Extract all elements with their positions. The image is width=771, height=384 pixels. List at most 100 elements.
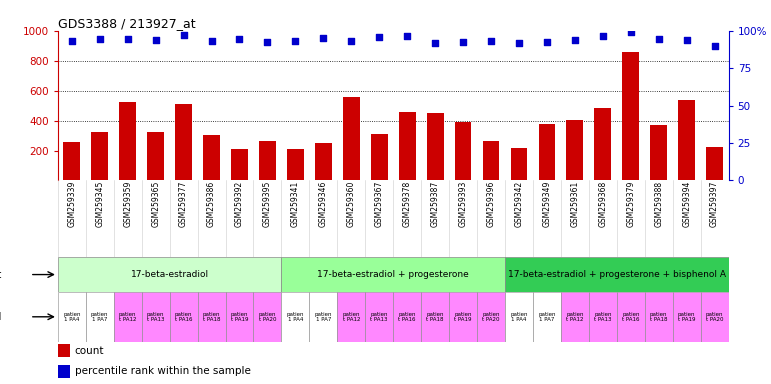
Bar [449, 292, 477, 342]
Point [625, 29, 637, 35]
Text: GSM259392: GSM259392 [235, 180, 244, 227]
Point [317, 35, 329, 41]
Text: GSM259349: GSM259349 [543, 180, 551, 227]
Bar [617, 292, 645, 342]
Text: GSM259360: GSM259360 [347, 180, 355, 227]
Text: GSM259367: GSM259367 [375, 180, 384, 227]
Bar [371, 134, 388, 180]
Text: GSM259397: GSM259397 [710, 180, 719, 227]
Bar [58, 292, 86, 342]
Point [429, 40, 441, 46]
Text: patien
1 PA7: patien 1 PA7 [538, 311, 556, 322]
Text: GSM259346: GSM259346 [319, 180, 328, 227]
Text: GSM259386: GSM259386 [207, 180, 216, 227]
Text: percentile rank within the sample: percentile rank within the sample [75, 366, 251, 376]
Point [457, 39, 470, 45]
Text: patien
t PA12: patien t PA12 [119, 311, 136, 322]
Bar [197, 292, 225, 342]
Point [540, 39, 553, 45]
Bar [365, 292, 393, 342]
Bar [589, 292, 617, 342]
Bar [170, 292, 197, 342]
Bar [477, 292, 505, 342]
Text: GSM259339: GSM259339 [67, 180, 76, 227]
Bar [567, 119, 583, 180]
Bar [426, 113, 443, 180]
Bar [58, 365, 70, 378]
Text: GDS3388 / 213927_at: GDS3388 / 213927_at [58, 17, 196, 30]
Bar [254, 292, 281, 342]
Point [177, 32, 190, 38]
Text: agent: agent [0, 270, 2, 280]
Text: GSM259365: GSM259365 [151, 180, 160, 227]
Bar [645, 292, 672, 342]
Bar [505, 257, 729, 292]
Bar [63, 142, 80, 180]
Bar [203, 135, 220, 180]
Bar [315, 142, 332, 180]
Text: patien
t PA20: patien t PA20 [706, 311, 723, 322]
Text: GSM259379: GSM259379 [626, 180, 635, 227]
Bar [510, 147, 527, 180]
Bar [505, 292, 533, 342]
Bar [393, 292, 421, 342]
Text: GSM259341: GSM259341 [291, 180, 300, 227]
Bar [421, 292, 449, 342]
Bar [483, 141, 500, 180]
Point [709, 43, 721, 49]
Text: GSM259361: GSM259361 [571, 180, 579, 227]
Text: GSM259377: GSM259377 [179, 180, 188, 227]
Point [234, 36, 246, 43]
Bar [259, 141, 276, 180]
Bar [287, 149, 304, 180]
Point [150, 36, 162, 43]
Text: GSM259342: GSM259342 [514, 180, 524, 227]
Bar [91, 132, 108, 180]
Point [597, 33, 609, 39]
Bar [114, 292, 142, 342]
Text: patien
t PA18: patien t PA18 [203, 311, 221, 322]
Bar [650, 125, 667, 180]
Point [569, 36, 581, 43]
Text: patien
1 PA4: patien 1 PA4 [63, 311, 80, 322]
Bar [538, 124, 555, 180]
Bar [309, 292, 338, 342]
Text: patien
t PA19: patien t PA19 [678, 311, 695, 322]
Text: patien
1 PA4: patien 1 PA4 [287, 311, 304, 322]
Bar [343, 97, 359, 180]
Bar [86, 292, 113, 342]
Bar [231, 149, 247, 180]
Bar [175, 104, 192, 180]
Point [122, 36, 134, 42]
Point [66, 38, 78, 44]
Bar [594, 108, 611, 180]
Text: patien
t PA13: patien t PA13 [147, 311, 164, 322]
Text: patien
t PA20: patien t PA20 [483, 311, 500, 322]
Text: GSM259396: GSM259396 [487, 180, 496, 227]
Bar [672, 292, 701, 342]
Text: GSM259394: GSM259394 [682, 180, 691, 227]
Bar [225, 292, 254, 342]
Text: patien
t PA19: patien t PA19 [454, 311, 472, 322]
Text: GSM259359: GSM259359 [123, 180, 132, 227]
Point [345, 38, 358, 44]
Bar [281, 257, 505, 292]
Bar [58, 257, 281, 292]
Text: 17-beta-estradiol: 17-beta-estradiol [130, 270, 209, 279]
Bar [120, 101, 136, 180]
Point [261, 39, 274, 45]
Point [513, 40, 525, 46]
Bar [58, 344, 70, 357]
Text: patien
t PA18: patien t PA18 [426, 311, 444, 322]
Text: patien
t PA12: patien t PA12 [566, 311, 584, 322]
Text: patien
t PA20: patien t PA20 [259, 311, 276, 322]
Text: GSM259378: GSM259378 [402, 180, 412, 227]
Bar [147, 132, 164, 180]
Text: patien
t PA13: patien t PA13 [594, 311, 611, 322]
Point [93, 36, 106, 43]
Text: 17-beta-estradiol + progesterone: 17-beta-estradiol + progesterone [318, 270, 469, 279]
Bar [281, 292, 309, 342]
Text: patien
t PA18: patien t PA18 [650, 311, 668, 322]
Text: patien
t PA13: patien t PA13 [371, 311, 388, 322]
Bar [622, 53, 639, 180]
